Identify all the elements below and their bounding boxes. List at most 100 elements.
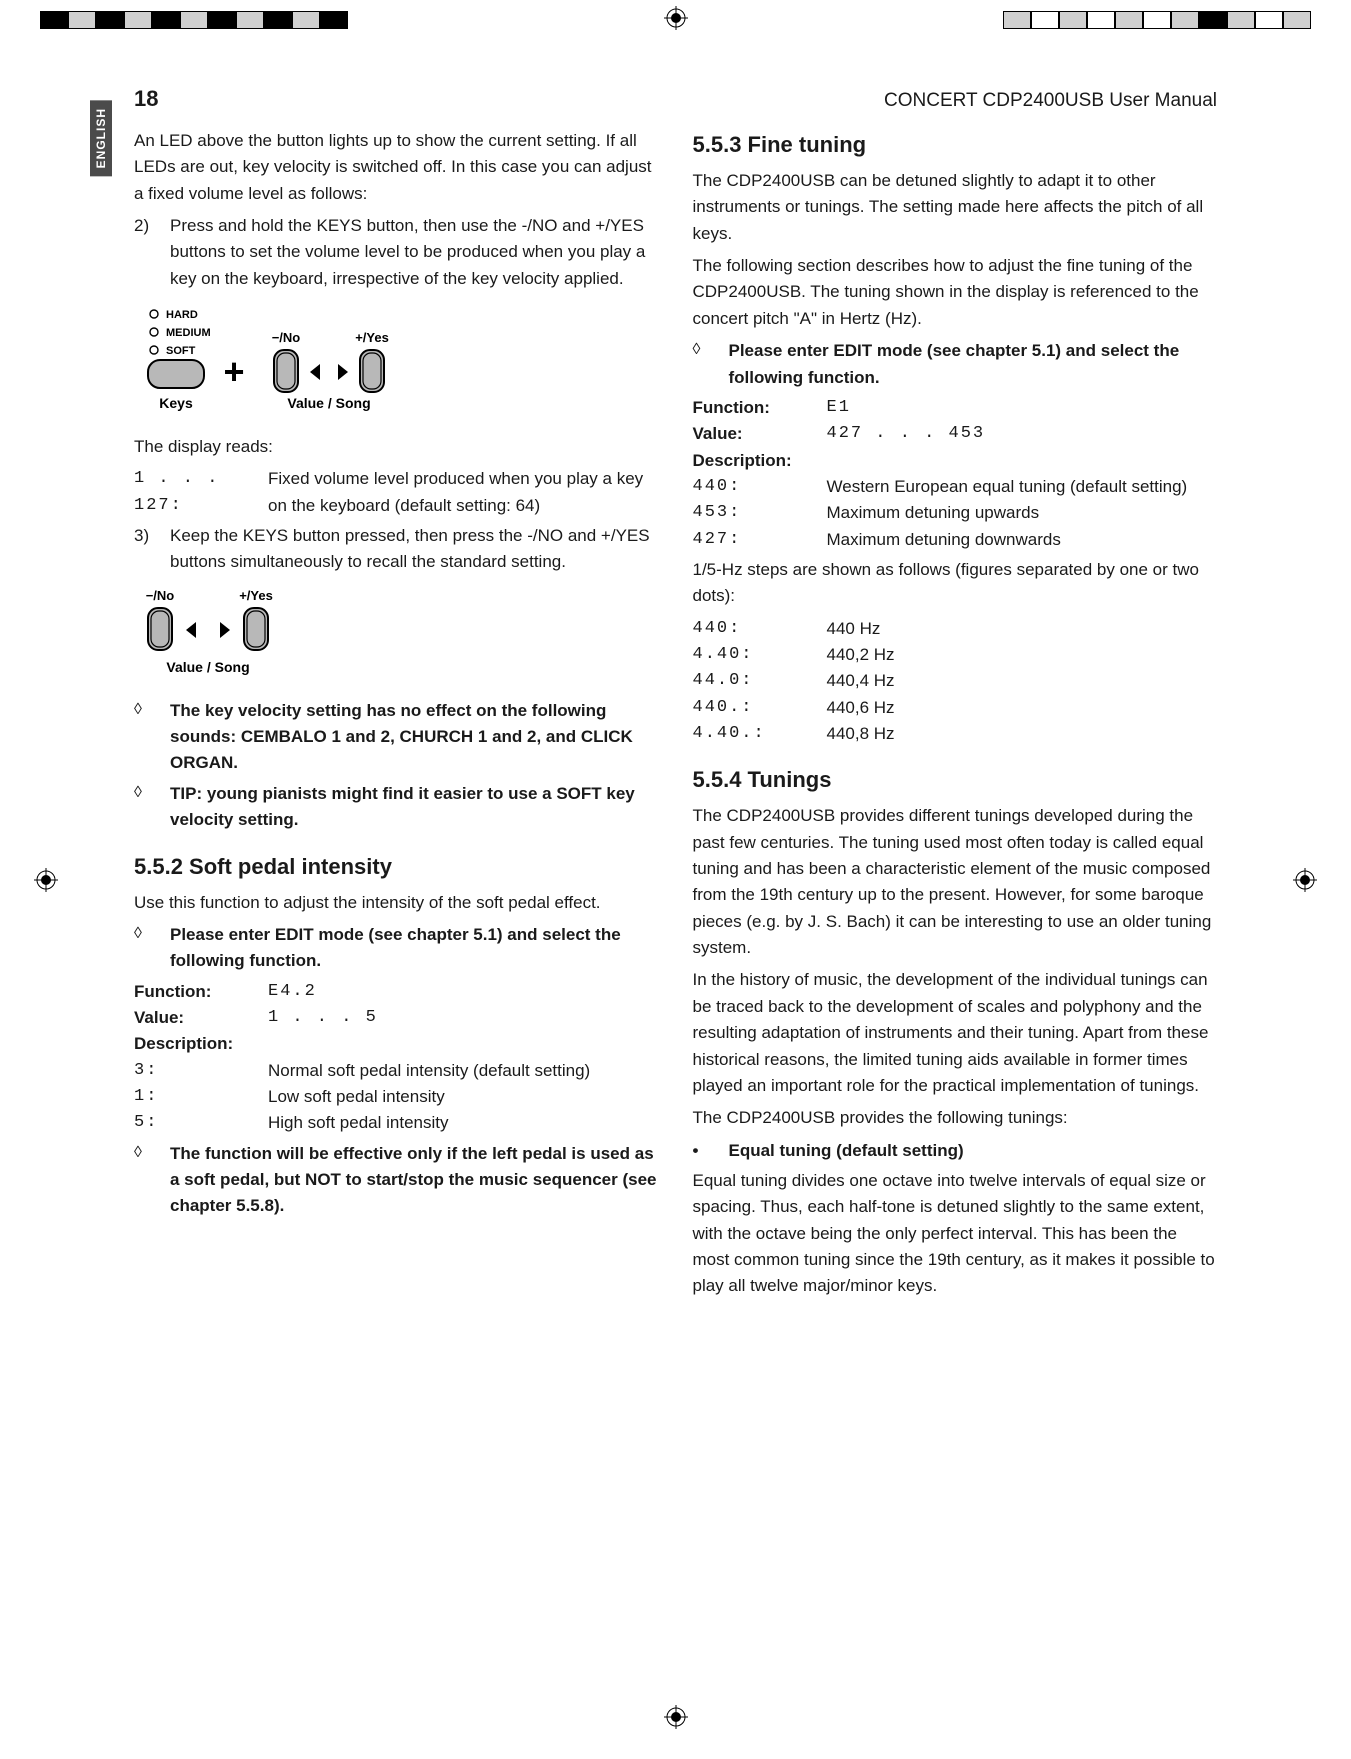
- diamond-bullet-icon: ◊: [134, 698, 170, 777]
- color-swatch: [1115, 11, 1143, 29]
- plus-icon: +: [223, 351, 244, 392]
- color-swatch: [1199, 11, 1227, 29]
- color-swatch: [1227, 11, 1255, 29]
- color-swatch: [180, 11, 208, 29]
- section-text: The CDP2400USB provides different tuning…: [693, 803, 1218, 961]
- section-text: The CDP2400USB can be detuned slightly t…: [693, 168, 1218, 247]
- color-swatch: [124, 11, 152, 29]
- desc-key: 4.40.:: [693, 721, 827, 747]
- value-value: 1 . . . 5: [268, 1005, 659, 1031]
- color-swatch: [208, 11, 236, 29]
- section-text: In the history of music, the development…: [693, 967, 1218, 1099]
- color-swatch: [292, 11, 320, 29]
- keys-value-diagram: HARD MEDIUM SOFT Keys + −/No +/Yes: [134, 302, 659, 422]
- section-heading: 5.5.4 Tunings: [693, 763, 1218, 797]
- color-swatch: [68, 11, 96, 29]
- desc-key: 427:: [693, 527, 827, 553]
- desc-key: 440.:: [693, 695, 827, 721]
- step-number: 3): [134, 523, 170, 576]
- step-text: Keep the KEYS button pressed, then press…: [170, 523, 659, 576]
- display-code: 1 . . . 127:: [134, 466, 268, 519]
- registration-mark-icon: [34, 868, 58, 892]
- step-number: 2): [134, 213, 170, 292]
- color-swatch: [264, 11, 292, 29]
- desc-value: Maximum detuning downwards: [827, 527, 1218, 553]
- left-column: An LED above the button lights up to sho…: [134, 128, 659, 1306]
- desc-key: 4.40:: [693, 642, 827, 668]
- section-heading: 5.5.2 Soft pedal intensity: [134, 850, 659, 884]
- no-label: −/No: [272, 330, 301, 345]
- led-soft-label: SOFT: [166, 345, 196, 357]
- section-heading: 5.5.3 Fine tuning: [693, 128, 1218, 162]
- note-text: Please enter EDIT mode (see chapter 5.1)…: [170, 922, 659, 975]
- color-swatch: [1003, 11, 1031, 29]
- desc-key: 440:: [693, 616, 827, 642]
- desc-value: Low soft pedal intensity: [268, 1084, 659, 1110]
- desc-key: 453:: [693, 500, 827, 526]
- desc-key: 440:: [693, 474, 827, 500]
- desc-value: High soft pedal intensity: [268, 1110, 659, 1136]
- section-text: The following section describes how to a…: [693, 253, 1218, 332]
- section-text: Use this function to adjust the intensit…: [134, 890, 659, 916]
- yes-label: +/Yes: [239, 588, 273, 603]
- desc-key: 3:: [134, 1058, 268, 1084]
- step-text: Press and hold the KEYS button, then use…: [170, 213, 659, 292]
- page-number: 18: [134, 86, 158, 112]
- registration-mark-icon: [1293, 868, 1317, 892]
- bullet-label: Equal tuning (default setting): [729, 1138, 1218, 1164]
- registration-mark-icon: [664, 1705, 688, 1729]
- desc-label: Description:: [134, 1031, 268, 1057]
- color-swatch: [1087, 11, 1115, 29]
- func-label: Function:: [693, 395, 827, 421]
- diamond-bullet-icon: ◊: [134, 922, 170, 975]
- section-text: Equal tuning divides one octave into twe…: [693, 1168, 1218, 1300]
- bullet-icon: •: [693, 1138, 729, 1164]
- desc-value: Maximum detuning upwards: [827, 500, 1218, 526]
- desc-key: 1:: [134, 1084, 268, 1110]
- language-tab: ENGLISH: [90, 100, 112, 176]
- steps-intro: 1/5-Hz steps are shown as follows (figur…: [693, 557, 1218, 610]
- diamond-bullet-icon: ◊: [693, 338, 729, 391]
- desc-value: 440,4 Hz: [827, 668, 1218, 694]
- led-medium-label: MEDIUM: [166, 327, 211, 339]
- color-swatch: [1059, 11, 1087, 29]
- color-swatch: [96, 11, 124, 29]
- note-text: The function will be effective only if t…: [170, 1141, 659, 1220]
- diamond-bullet-icon: ◊: [134, 1141, 170, 1220]
- display-desc: Fixed volume level produced when you pla…: [268, 466, 659, 519]
- func-value: E4.2: [268, 979, 659, 1005]
- yes-label: +/Yes: [355, 330, 389, 345]
- color-swatch: [1283, 11, 1311, 29]
- color-swatch: [1255, 11, 1283, 29]
- note-text: TIP: young pianists might find it easier…: [170, 781, 659, 834]
- desc-value: 440,8 Hz: [827, 721, 1218, 747]
- desc-value: Western European equal tuning (default s…: [827, 474, 1218, 500]
- color-swatch: [320, 11, 348, 29]
- display-reads: The display reads:: [134, 434, 659, 460]
- keys-label: Keys: [159, 395, 193, 411]
- func-label: Function:: [134, 979, 268, 1005]
- value-label: Value / Song: [166, 659, 249, 675]
- color-swatch: [1031, 11, 1059, 29]
- note-text: The key velocity setting has no effect o…: [170, 698, 659, 777]
- manual-title: CONCERT CDP2400USB User Manual: [884, 90, 1217, 112]
- note-text: Please enter EDIT mode (see chapter 5.1)…: [729, 338, 1218, 391]
- color-swatch: [1171, 11, 1199, 29]
- right-column: 5.5.3 Fine tuning The CDP2400USB can be …: [693, 128, 1218, 1306]
- section-text: The CDP2400USB provides the following tu…: [693, 1105, 1218, 1131]
- desc-value: 440 Hz: [827, 616, 1218, 642]
- func-value: E1: [827, 395, 1218, 421]
- desc-label: Description:: [693, 448, 827, 474]
- diamond-bullet-icon: ◊: [134, 781, 170, 834]
- value-label: Value:: [134, 1005, 268, 1031]
- desc-value: 440,2 Hz: [827, 642, 1218, 668]
- color-swatch: [236, 11, 264, 29]
- desc-key: 5:: [134, 1110, 268, 1136]
- desc-value: 440,6 Hz: [827, 695, 1218, 721]
- led-hard-label: HARD: [166, 309, 198, 321]
- color-swatch: [152, 11, 180, 29]
- desc-value: Normal soft pedal intensity (default set…: [268, 1058, 659, 1084]
- value-song-diagram: −/No +/Yes Value / Song: [134, 586, 659, 686]
- color-swatch: [1143, 11, 1171, 29]
- no-label: −/No: [146, 588, 175, 603]
